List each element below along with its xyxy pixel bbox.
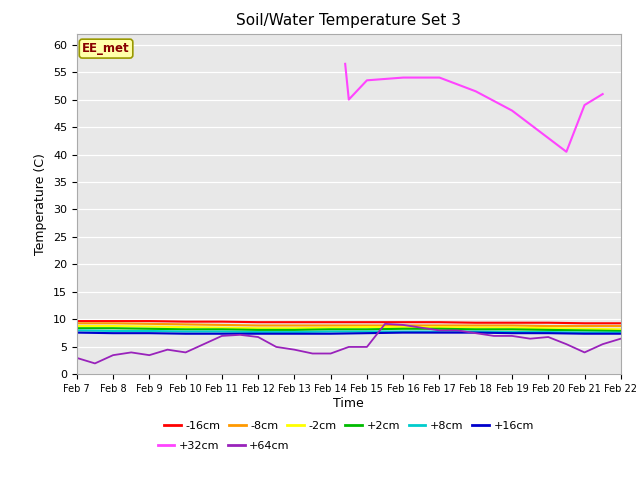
Title: Soil/Water Temperature Set 3: Soil/Water Temperature Set 3 [236, 13, 461, 28]
Text: EE_met: EE_met [82, 42, 130, 55]
X-axis label: Time: Time [333, 397, 364, 410]
Y-axis label: Temperature (C): Temperature (C) [35, 153, 47, 255]
Legend: +32cm, +64cm: +32cm, +64cm [153, 437, 294, 456]
